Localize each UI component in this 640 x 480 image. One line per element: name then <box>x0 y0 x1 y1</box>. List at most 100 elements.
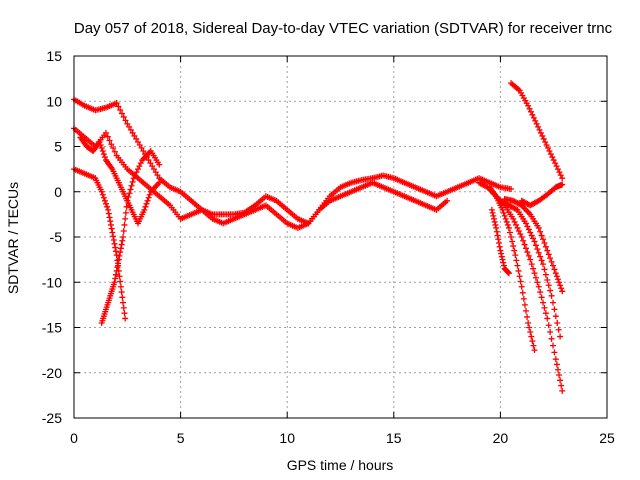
data-point <box>528 232 535 239</box>
data-point <box>553 163 560 170</box>
data-point <box>539 132 546 139</box>
data-point <box>122 215 129 222</box>
data-point <box>505 269 512 276</box>
data-point <box>98 188 105 195</box>
grid <box>74 56 607 418</box>
data-point <box>524 249 531 256</box>
data-point <box>525 252 532 259</box>
data-point <box>540 261 547 268</box>
data-point <box>105 206 112 213</box>
data-point <box>527 108 534 115</box>
data-point <box>528 333 535 340</box>
data-point <box>527 229 534 236</box>
data-point <box>511 218 518 225</box>
data-point <box>513 221 520 228</box>
data-point <box>104 133 111 140</box>
data-point <box>526 105 533 112</box>
data-point <box>117 106 124 113</box>
data-point <box>535 283 542 290</box>
data-point <box>525 319 532 326</box>
x-tick-label: 5 <box>177 430 185 446</box>
data-point <box>551 349 558 356</box>
data-point <box>136 141 143 148</box>
data-point <box>111 279 118 286</box>
data-point <box>131 132 138 139</box>
data-point <box>152 169 159 176</box>
data-point <box>553 273 560 280</box>
x-axis-title: GPS time / hours <box>287 457 394 473</box>
data-point <box>146 191 153 198</box>
data-point <box>536 126 543 133</box>
data-point <box>112 244 119 251</box>
data-point <box>156 179 163 186</box>
data-point <box>102 129 109 136</box>
data-point <box>506 229 513 236</box>
data-point <box>530 342 537 349</box>
data-point <box>508 186 515 193</box>
data-point <box>108 141 115 148</box>
data-point <box>129 129 136 136</box>
data-point <box>554 166 561 173</box>
data-point <box>115 260 122 267</box>
data-point <box>510 215 517 222</box>
data-point <box>122 209 129 216</box>
data-point <box>503 218 510 225</box>
data-point <box>521 241 528 248</box>
data-point <box>110 233 117 240</box>
data-point <box>124 120 131 127</box>
data-point <box>499 256 506 263</box>
data-point <box>97 141 104 148</box>
data-point <box>508 234 515 240</box>
series-arc-f <box>508 80 566 182</box>
x-tick-label: 10 <box>279 430 295 446</box>
data-point <box>119 294 126 301</box>
data-point <box>538 257 545 264</box>
data-point <box>514 224 521 231</box>
data-point <box>554 319 561 326</box>
data-point <box>500 259 507 266</box>
x-tick-label: 20 <box>493 430 509 446</box>
data-point <box>122 315 129 322</box>
data-point <box>533 120 540 127</box>
data-point <box>558 382 565 389</box>
data-point <box>553 361 560 368</box>
data-point <box>120 299 127 306</box>
data-point <box>100 194 107 201</box>
data-point <box>548 292 555 299</box>
data-point <box>518 283 525 290</box>
data-point <box>525 102 532 109</box>
data-point <box>535 224 542 231</box>
data-point <box>489 209 496 216</box>
data-point <box>520 295 527 302</box>
data-point <box>530 114 537 121</box>
data-point <box>559 387 566 394</box>
data-point <box>535 123 542 130</box>
data-point <box>138 145 145 152</box>
data-point <box>550 157 557 164</box>
data-point <box>524 223 531 230</box>
data-point <box>544 247 551 254</box>
data-point <box>540 135 547 142</box>
data-point <box>145 194 152 201</box>
data-point <box>504 221 511 228</box>
data-point <box>505 224 512 231</box>
data-point <box>105 210 112 217</box>
data-point <box>147 160 154 167</box>
data-point <box>555 326 562 333</box>
data-point <box>557 377 564 384</box>
data-point <box>112 248 119 255</box>
data-point <box>515 227 522 234</box>
data-point <box>502 215 509 222</box>
data-point <box>108 225 115 232</box>
data-point <box>142 203 149 210</box>
data-point <box>514 262 521 269</box>
data-point <box>541 304 548 311</box>
data-point <box>121 221 128 228</box>
data-point <box>545 251 552 258</box>
data-point <box>127 186 134 193</box>
y-axis-title: SDTVAR / TECUs <box>5 182 21 294</box>
data-point <box>526 324 533 331</box>
data-point <box>111 240 118 247</box>
